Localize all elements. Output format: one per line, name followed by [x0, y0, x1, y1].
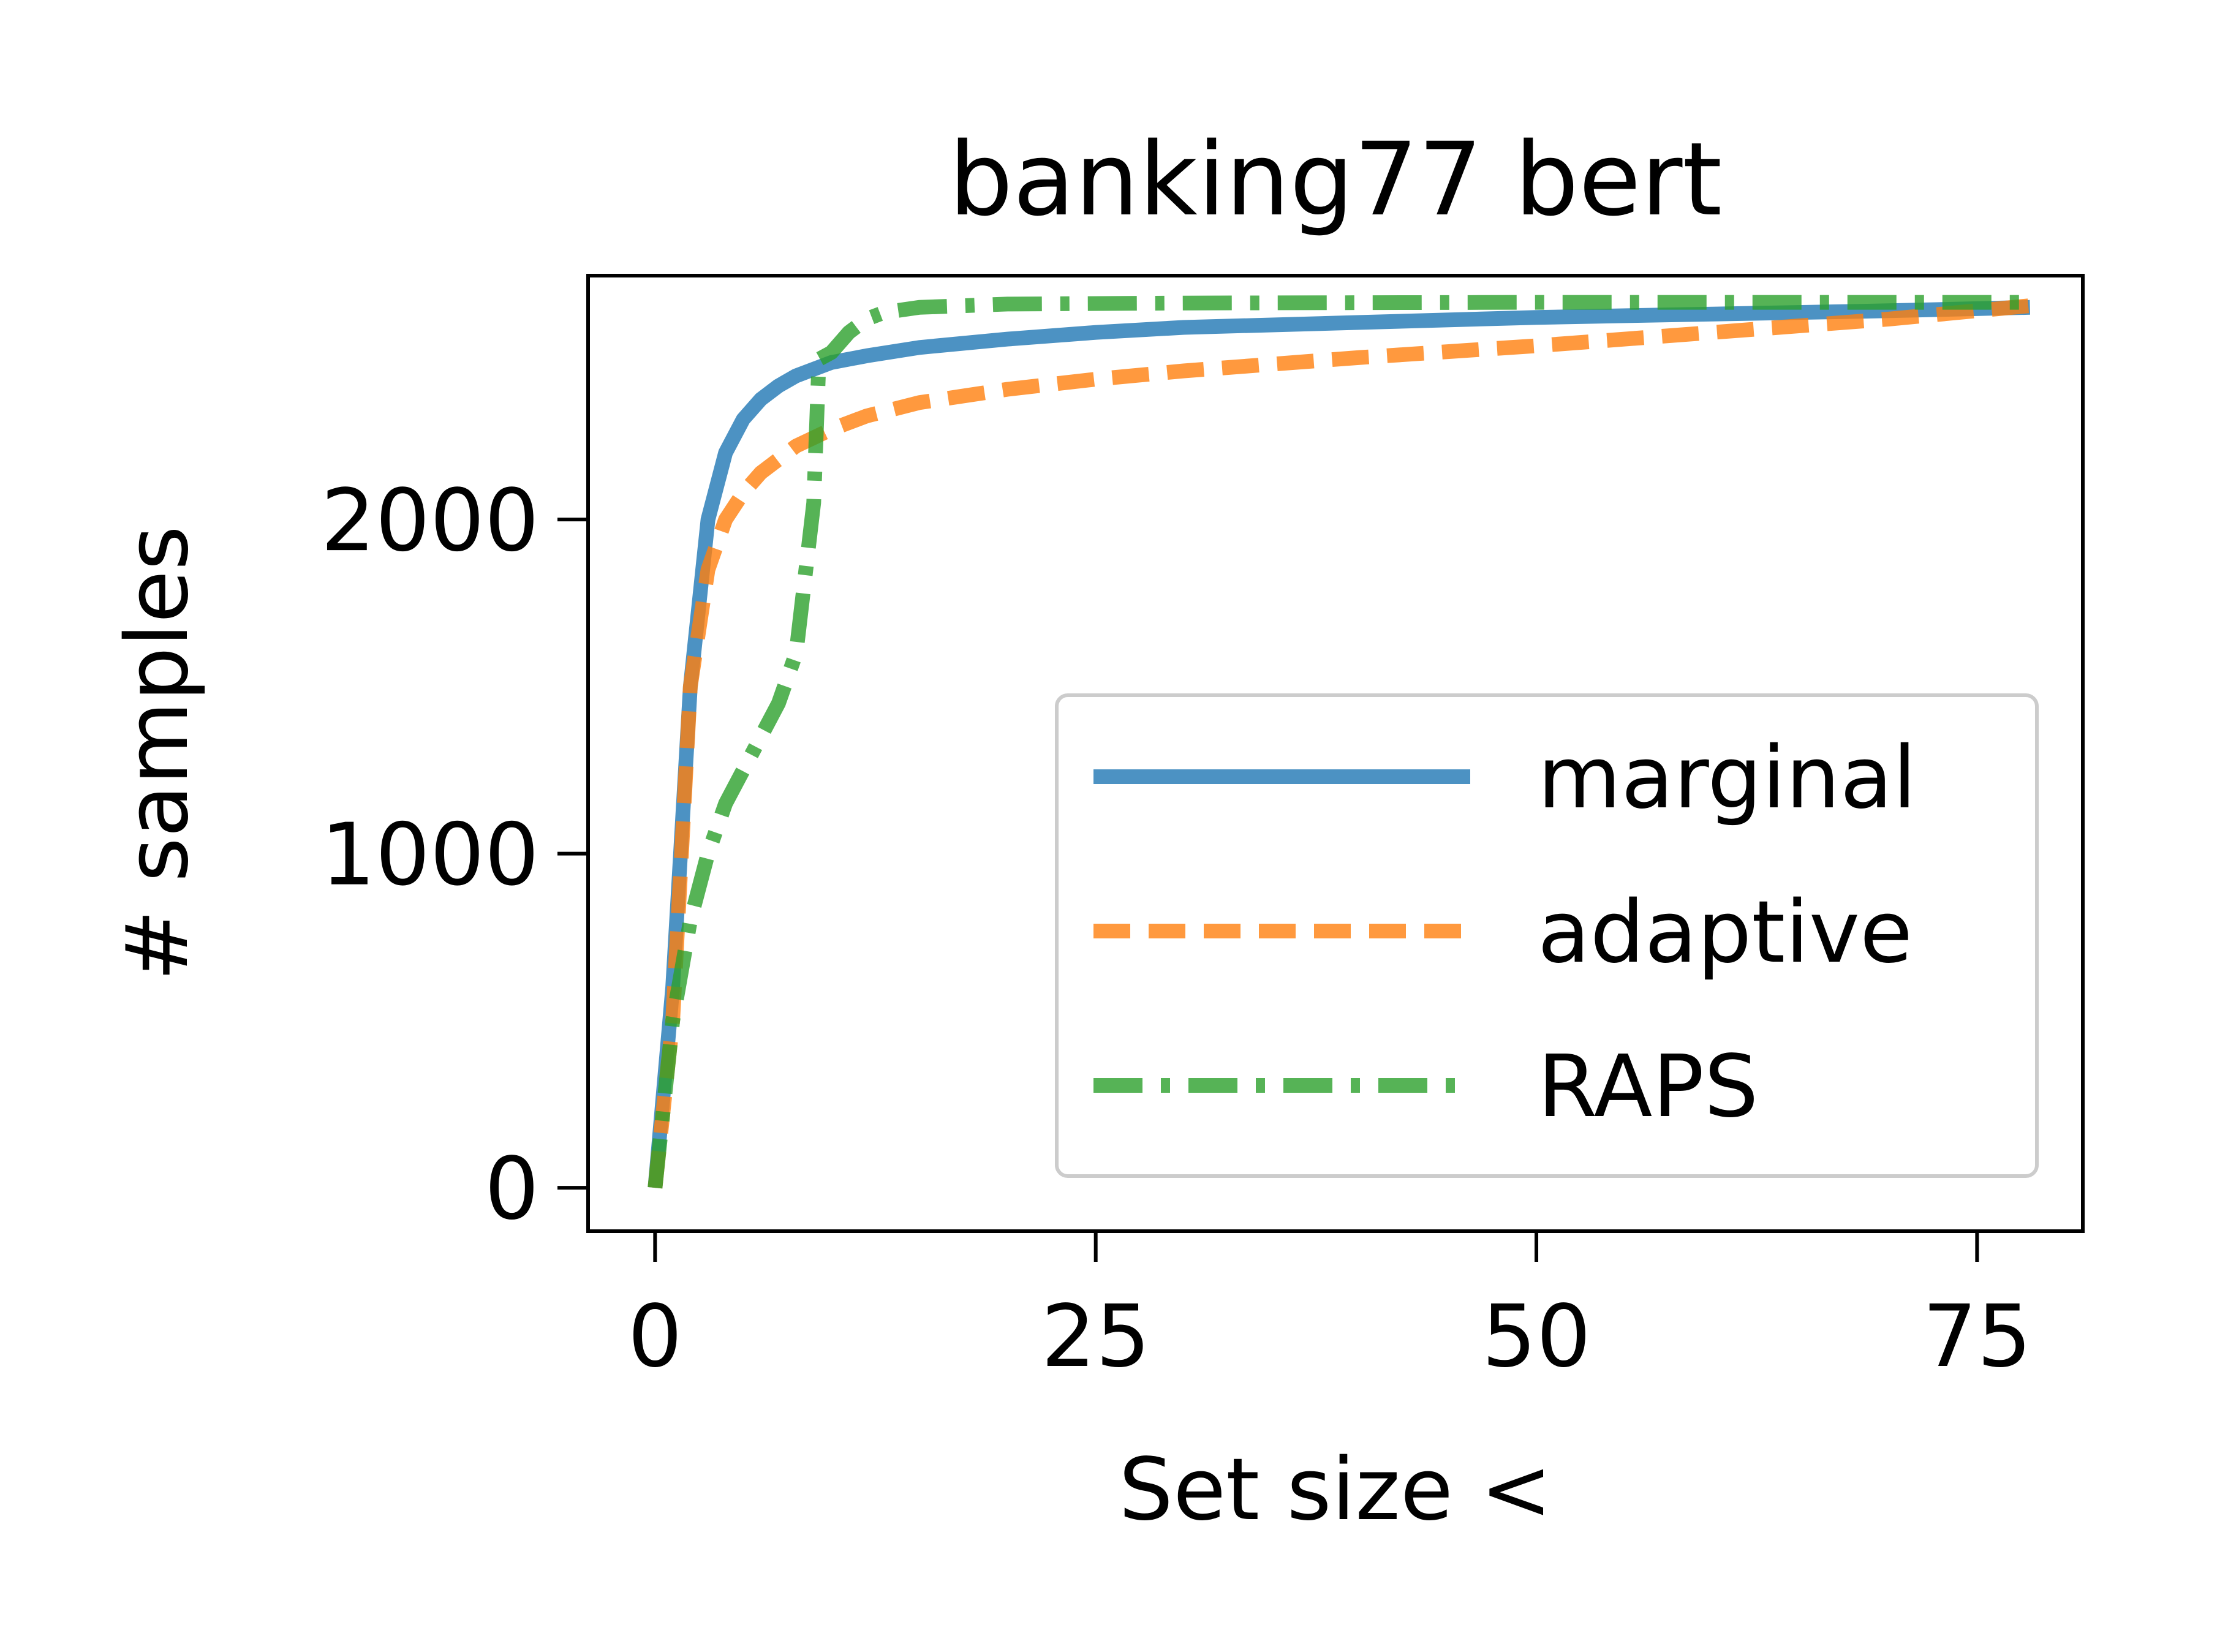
data-point-adaptive-5	[743, 492, 744, 493]
x-axis-label: Set size <	[1119, 1440, 1552, 1540]
x-tick-label-50: 50	[1482, 1287, 1591, 1387]
data-point-RAPS-14	[884, 312, 885, 313]
data-point-adaptive-4	[725, 519, 726, 520]
data-point-adaptive-12	[1007, 389, 1008, 390]
plot-area-frame	[586, 274, 2085, 1233]
legend-item-adaptive: adaptive	[1093, 883, 1913, 983]
data-point-marginal-14	[1095, 332, 1096, 333]
y-axis-label: # samples	[108, 526, 208, 981]
data-point-marginal-10	[831, 362, 832, 363]
data-point-adaptive-16	[1536, 345, 1537, 346]
data-point-marginal-5	[743, 419, 744, 420]
y-tick-label-0: 0	[485, 1139, 539, 1239]
data-point-RAPS-4	[725, 803, 726, 804]
data-point-marginal-16	[1360, 322, 1361, 323]
data-point-RAPS-7	[778, 703, 779, 704]
legend-frame	[1055, 693, 2039, 1178]
data-point-RAPS-11	[831, 352, 832, 353]
data-point-RAPS-18	[1536, 302, 1537, 303]
data-point-adaptive-11	[919, 402, 920, 403]
data-point-marginal-7	[778, 386, 779, 387]
legend: marginal adaptive RAPS	[1055, 693, 2039, 1178]
x-tick-label-0: 0	[628, 1287, 682, 1387]
data-point-marginal-17	[1536, 317, 1537, 318]
series-RAPS	[648, 295, 2030, 1189]
series-adaptive	[648, 298, 2031, 1189]
series-line-marginal	[648, 300, 2030, 1189]
legend-items: marginal adaptive RAPS	[1093, 728, 1916, 1137]
series-marginal	[648, 300, 2030, 1189]
data-point-adaptive-13	[1095, 379, 1096, 380]
series-line-adaptive	[648, 298, 2031, 1189]
series-layer	[648, 295, 2031, 1189]
legend-item-marginal: marginal	[1093, 728, 1916, 828]
data-point-RAPS-12	[848, 332, 849, 333]
data-point-adaptive-7	[778, 459, 779, 460]
chart-title: banking77 bert	[949, 121, 1722, 238]
x-tick-label-75: 75	[1922, 1287, 2031, 1387]
data-point-RAPS-10	[818, 359, 819, 360]
ticks-layer: 0 25 50 75 0 1000 2000	[321, 471, 2032, 1387]
legend-label-marginal: marginal	[1538, 728, 1916, 828]
legend-label-RAPS: RAPS	[1538, 1037, 1759, 1137]
y-tick-label-1000: 1000	[321, 805, 539, 905]
data-point-adaptive-15	[1360, 357, 1361, 358]
x-tick-label-25: 25	[1041, 1287, 1150, 1387]
data-point-marginal-11	[866, 355, 867, 356]
legend-item-RAPS: RAPS	[1093, 1037, 1759, 1137]
series-line-RAPS	[648, 295, 2030, 1189]
data-point-RAPS-5	[743, 770, 744, 771]
data-point-adaptive-17	[1712, 332, 1713, 333]
data-point-marginal-12	[919, 347, 920, 348]
legend-label-adaptive: adaptive	[1538, 883, 1913, 983]
y-tick-label-2000: 2000	[321, 471, 539, 571]
data-point-adaptive-10	[866, 416, 867, 417]
